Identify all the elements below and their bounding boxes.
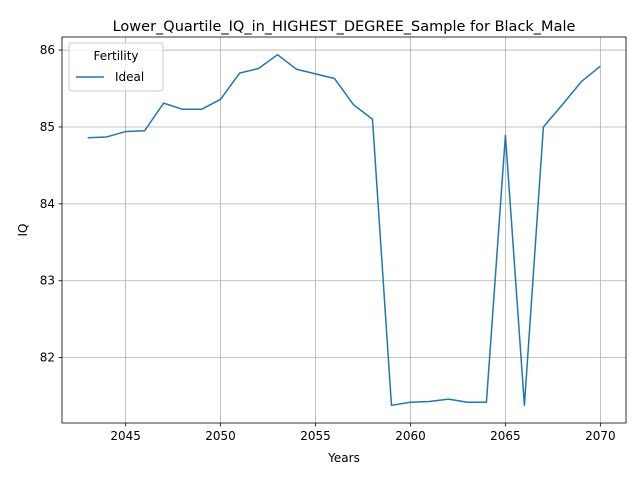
x-tick-label: 2055 [300, 429, 331, 443]
x-tick-label: 2050 [205, 429, 236, 443]
chart-title: Lower_Quartile_IQ_in_HIGHEST_DEGREE_Samp… [113, 19, 576, 35]
x-axis-label: Years [327, 451, 360, 465]
y-tick-label: 84 [40, 197, 55, 211]
legend-box [68, 42, 164, 92]
series-line-ideal [87, 53, 601, 407]
plot-area-frame [61, 36, 627, 424]
y-tick-label: 85 [40, 120, 55, 134]
legend-label-ideal: Ideal [115, 70, 144, 84]
y-tick-label: 83 [40, 274, 55, 288]
legend-title: Fertility [93, 49, 138, 63]
y-axis: 82 83 84 85 86 [40, 43, 62, 365]
x-tick-label: 2045 [110, 429, 141, 443]
y-tick-label: 82 [40, 351, 55, 365]
series-layer [87, 53, 601, 407]
x-axis: 2045 2050 2055 2060 2065 2070 [110, 423, 616, 443]
legend: Fertility Ideal [68, 42, 164, 92]
x-tick-label: 2070 [585, 429, 616, 443]
x-tick-label: 2065 [490, 429, 521, 443]
x-tick-label: 2060 [395, 429, 426, 443]
grid [62, 37, 626, 423]
y-axis-label: IQ [16, 224, 30, 237]
y-tick-label: 86 [40, 43, 55, 57]
